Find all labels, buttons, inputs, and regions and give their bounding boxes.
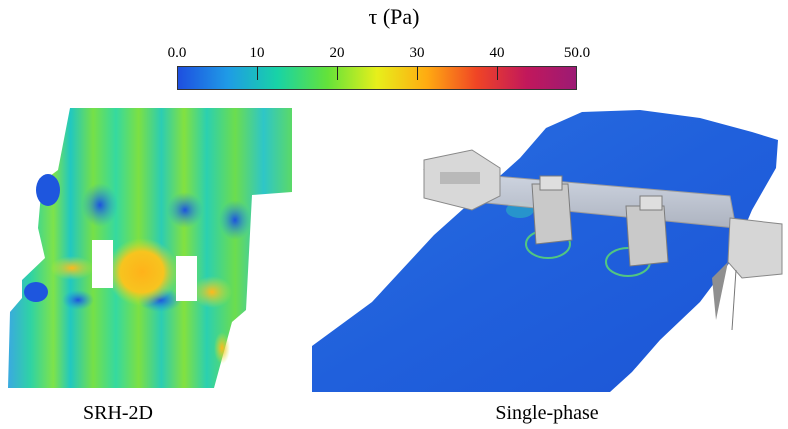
colorbar-tick-mark <box>257 66 258 80</box>
colorbar-tick-mark <box>497 66 498 80</box>
single-phase-panel <box>312 110 783 392</box>
pier-cap <box>539 175 563 191</box>
colorbar-tick-10: 10 <box>249 45 265 61</box>
abutment-wing <box>712 262 728 320</box>
pier-left <box>92 240 113 288</box>
pier-left-3d <box>531 183 573 245</box>
colorbar-title: τ (Pa) <box>368 4 420 29</box>
low-stress-zone <box>24 282 48 302</box>
abutment-edge <box>731 269 737 331</box>
right-abutment <box>727 217 783 279</box>
pier-right-3d <box>625 205 669 267</box>
colorbar-tick-mark <box>337 66 338 80</box>
water-surface <box>312 110 778 392</box>
colorbar-tick-30: 30 <box>409 45 425 61</box>
right-panel-caption: Single-phase <box>495 402 599 424</box>
high-stress-zone <box>50 256 94 280</box>
pier-cap <box>639 195 663 211</box>
abutment-detail <box>440 172 480 184</box>
low-stress-zone <box>62 290 94 310</box>
high-stress-zone <box>214 332 230 364</box>
colorbar-tick-mark <box>417 66 418 80</box>
colorbar-tick-20: 20 <box>329 45 345 61</box>
left-panel-caption: SRH-2D <box>82 402 154 424</box>
colorbar-tick-40: 40 <box>489 45 505 61</box>
pier-right <box>176 256 197 301</box>
colorbar-tick-50: 50.0 <box>563 45 591 61</box>
high-stress-zone <box>106 238 178 306</box>
low-stress-zone <box>36 174 60 206</box>
low-stress-zone <box>167 192 203 228</box>
low-stress-zone <box>82 183 118 227</box>
colorbar <box>177 66 577 90</box>
colorbar-tick-0: 0.0 <box>167 45 187 61</box>
high-stress-zone <box>192 276 232 308</box>
low-stress-zone <box>219 200 251 240</box>
srh2d-panel <box>8 108 292 388</box>
